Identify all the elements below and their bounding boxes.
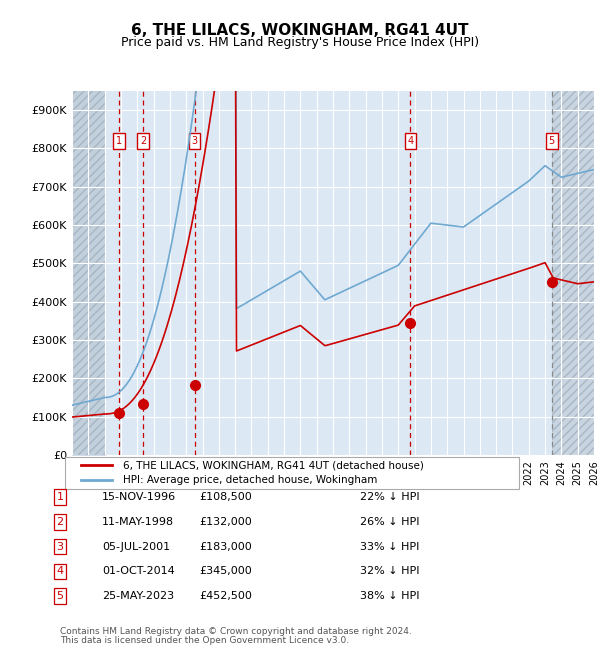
Text: 26% ↓ HPI: 26% ↓ HPI xyxy=(360,517,419,527)
FancyBboxPatch shape xyxy=(65,457,520,489)
Text: 3: 3 xyxy=(56,541,64,552)
Text: 4: 4 xyxy=(56,566,64,577)
Text: 15-NOV-1996: 15-NOV-1996 xyxy=(102,492,176,502)
Text: HPI: Average price, detached house, Wokingham: HPI: Average price, detached house, Woki… xyxy=(122,475,377,485)
Text: £108,500: £108,500 xyxy=(199,492,252,502)
Text: 2: 2 xyxy=(56,517,64,527)
Text: 5: 5 xyxy=(548,136,555,146)
Bar xyxy=(72,91,104,455)
Text: £132,000: £132,000 xyxy=(199,517,252,527)
Text: This data is licensed under the Open Government Licence v3.0.: This data is licensed under the Open Gov… xyxy=(60,636,349,645)
Text: £345,000: £345,000 xyxy=(199,566,252,577)
Text: 01-OCT-2014: 01-OCT-2014 xyxy=(102,566,175,577)
Text: 1: 1 xyxy=(56,492,64,502)
Text: £452,500: £452,500 xyxy=(199,591,252,601)
Text: 3: 3 xyxy=(191,136,197,146)
Text: 05-JUL-2001: 05-JUL-2001 xyxy=(102,541,170,552)
Text: 5: 5 xyxy=(56,591,64,601)
Text: 22% ↓ HPI: 22% ↓ HPI xyxy=(360,492,419,502)
Text: 4: 4 xyxy=(407,136,413,146)
Text: £183,000: £183,000 xyxy=(199,541,252,552)
Text: 33% ↓ HPI: 33% ↓ HPI xyxy=(360,541,419,552)
Text: 11-MAY-1998: 11-MAY-1998 xyxy=(102,517,174,527)
Text: 25-MAY-2023: 25-MAY-2023 xyxy=(102,591,174,601)
Text: 1: 1 xyxy=(116,136,122,146)
Text: 2: 2 xyxy=(140,136,146,146)
Text: 6, THE LILACS, WOKINGHAM, RG41 4UT: 6, THE LILACS, WOKINGHAM, RG41 4UT xyxy=(131,23,469,38)
Text: 38% ↓ HPI: 38% ↓ HPI xyxy=(360,591,419,601)
Text: 6, THE LILACS, WOKINGHAM, RG41 4UT (detached house): 6, THE LILACS, WOKINGHAM, RG41 4UT (deta… xyxy=(122,460,424,470)
Text: Contains HM Land Registry data © Crown copyright and database right 2024.: Contains HM Land Registry data © Crown c… xyxy=(60,627,412,636)
Bar xyxy=(551,91,594,455)
Text: Price paid vs. HM Land Registry's House Price Index (HPI): Price paid vs. HM Land Registry's House … xyxy=(121,36,479,49)
Text: 32% ↓ HPI: 32% ↓ HPI xyxy=(360,566,419,577)
